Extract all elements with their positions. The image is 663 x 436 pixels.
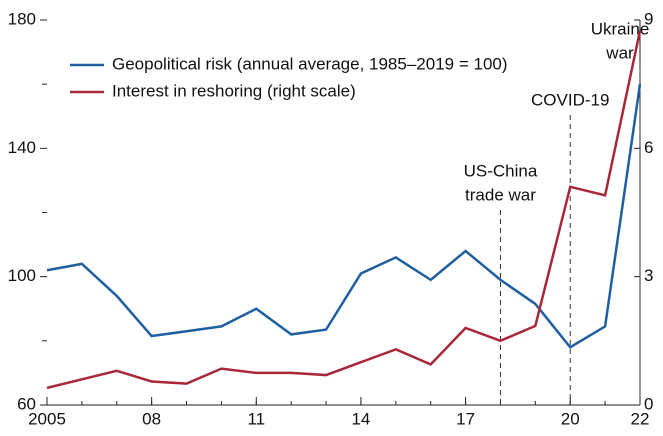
y2-tick-label: 3	[644, 266, 653, 285]
y2-tick-label: 9	[644, 9, 653, 28]
x-tick-label: 20	[561, 409, 580, 428]
x-tick-label: 14	[351, 409, 370, 428]
y-tick-label: 60	[17, 394, 36, 413]
x-tick-label: 2005	[28, 409, 66, 428]
x-tick-label: 08	[142, 409, 161, 428]
annotation-text: Ukraine	[591, 19, 650, 38]
x-tick-label: 17	[456, 409, 475, 428]
annotation-text: COVID-19	[531, 90, 609, 109]
y-tick-label: 140	[8, 138, 36, 157]
y-tick-label: 180	[8, 9, 36, 28]
legend-label: Interest in reshoring (right scale)	[112, 81, 356, 100]
annotation-text: trade war	[465, 185, 536, 204]
y2-tick-label: 6	[644, 138, 653, 157]
line	[46, 30, 642, 390]
annotation-text: war	[605, 43, 634, 62]
x-tick-label: 11	[247, 409, 265, 428]
legend-label: Geopolitical risk (annual average, 1985–…	[112, 54, 508, 73]
y2-tick-label: 0	[644, 394, 653, 413]
annotation-text: US-China	[464, 161, 538, 180]
y-tick-label: 100	[8, 266, 36, 285]
line	[46, 83, 642, 349]
x-tick-label: 22	[631, 409, 650, 428]
